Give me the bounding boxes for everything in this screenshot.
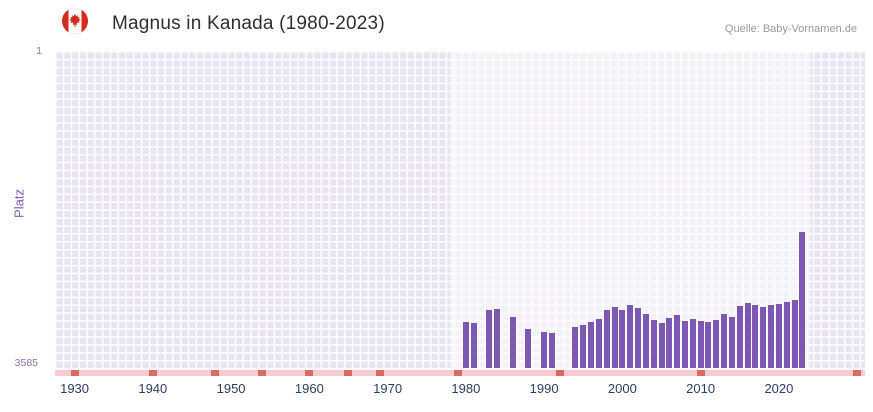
rank-bar-2001[interactable] <box>627 304 634 368</box>
rank-bar-2019[interactable] <box>768 304 775 368</box>
rank-bar-2022[interactable] <box>791 300 798 368</box>
source-credit: Quelle: Baby-Vornamen.de <box>724 23 857 35</box>
y-axis-label: Platz <box>11 189 27 218</box>
x-tick-1950: 1950 <box>216 381 246 396</box>
rank-bar-2012[interactable] <box>713 320 720 368</box>
no-rank-marker-1930[interactable] <box>70 370 79 376</box>
rank-bar-1995[interactable] <box>580 324 587 368</box>
x-tick-1930: 1930 <box>60 381 90 396</box>
no-rank-marker-1992[interactable] <box>555 370 564 376</box>
no-rank-marker-2030[interactable] <box>853 370 862 376</box>
rank-bar-2021[interactable] <box>783 302 790 368</box>
rank-bar-1984[interactable] <box>494 308 501 368</box>
rank-bar-2008[interactable] <box>682 320 688 368</box>
rank-bar-2006[interactable] <box>666 318 673 368</box>
rank-bar-2023[interactable] <box>799 232 806 368</box>
no-rank-marker-1969[interactable] <box>375 370 384 376</box>
rank-bar-2016[interactable] <box>744 302 751 368</box>
x-tick-1980: 1980 <box>451 381 481 396</box>
rank-bar-2020[interactable] <box>775 303 782 368</box>
rank-bar-1983[interactable] <box>486 310 493 368</box>
rank-bar-2000[interactable] <box>619 310 626 368</box>
rank-bar-1980[interactable] <box>462 322 469 368</box>
rank-bar-2015[interactable] <box>736 305 743 368</box>
rank-bar-2010[interactable] <box>697 321 704 368</box>
x-tick-1970: 1970 <box>373 381 403 396</box>
x-tick-1990: 1990 <box>529 381 559 396</box>
rank-bar-2014[interactable] <box>728 316 735 368</box>
rank-bar-2017[interactable] <box>752 305 759 368</box>
rank-bar-2003[interactable] <box>642 314 649 368</box>
x-tick-2000: 2000 <box>607 381 637 396</box>
rank-bar-1986[interactable] <box>509 317 516 368</box>
no-rank-marker-1960[interactable] <box>305 370 314 376</box>
rank-bar-1997[interactable] <box>595 319 602 368</box>
rank-bar-1991[interactable] <box>548 333 555 368</box>
no-rank-marker-1948[interactable] <box>211 370 220 376</box>
rank-bar-2011[interactable] <box>705 321 712 368</box>
rank-bar-1990[interactable] <box>541 331 548 368</box>
no-rank-marker-1954[interactable] <box>258 370 267 376</box>
y-tick-top: 1 <box>36 45 42 57</box>
x-tick-2020: 2020 <box>764 381 794 396</box>
x-tick-2010: 2010 <box>686 381 716 396</box>
no-rank-marker-1940[interactable] <box>148 370 157 376</box>
x-tick-1960: 1960 <box>294 381 324 396</box>
no-rank-marker-1965[interactable] <box>344 370 353 376</box>
y-tick-bottom: 3585 <box>14 357 38 369</box>
gridlines <box>55 51 865 368</box>
no-rank-marker-2010[interactable] <box>696 370 705 376</box>
rank-bar-1994[interactable] <box>572 326 579 368</box>
rank-bar-1998[interactable] <box>603 309 610 368</box>
rank-bar-2013[interactable] <box>721 314 728 368</box>
rank-bar-1988[interactable] <box>525 328 532 368</box>
rank-bar-2004[interactable] <box>650 320 657 368</box>
rank-bar-2005[interactable] <box>658 322 665 368</box>
rank-bar-2002[interactable] <box>635 307 642 368</box>
x-tick-1940: 1940 <box>138 381 168 396</box>
rank-bar-2007[interactable] <box>674 315 681 368</box>
page-title: Magnus in Kanada (1980-2023) <box>112 13 385 34</box>
rank-bar-2018[interactable] <box>760 306 767 368</box>
canada-flag-icon <box>62 8 88 34</box>
no-rank-marker-1979[interactable] <box>454 370 463 376</box>
rank-bar-1999[interactable] <box>611 306 618 368</box>
rank-bar-2009[interactable] <box>689 318 696 368</box>
rank-bar-1981[interactable] <box>470 323 477 368</box>
rank-bar-1996[interactable] <box>588 321 595 368</box>
